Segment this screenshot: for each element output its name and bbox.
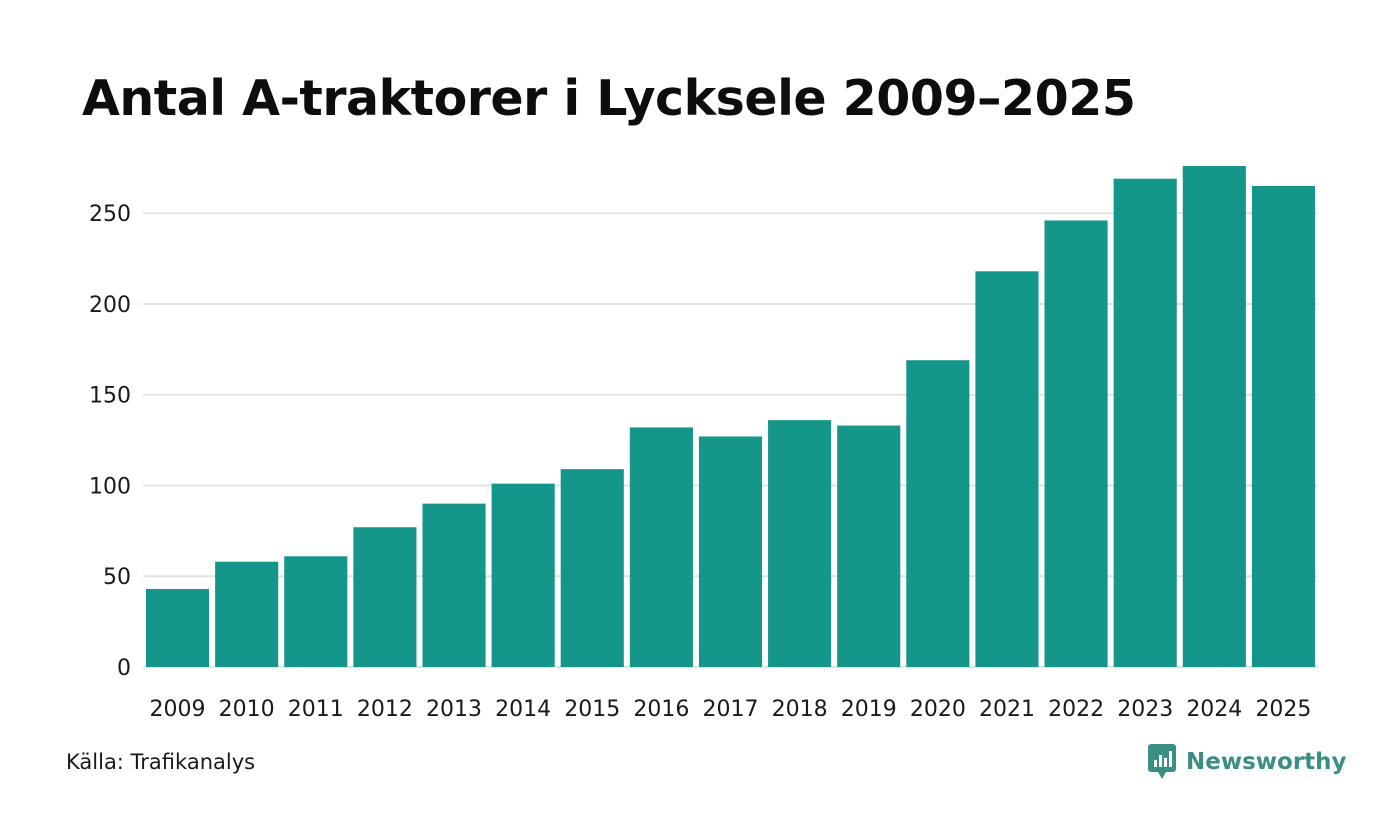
bar-2020	[906, 360, 970, 667]
x-tick-label: 2009	[150, 697, 206, 722]
x-tick-label: 2015	[564, 697, 620, 722]
bar-2015	[560, 469, 624, 667]
x-tick-label: 2019	[841, 697, 897, 722]
x-tick-label: 2025	[1255, 697, 1311, 722]
x-tick-label: 2013	[426, 697, 482, 722]
bar-2024	[1182, 166, 1246, 667]
brand-logo: Newsworthy	[1148, 744, 1347, 780]
bar-2009	[146, 588, 210, 667]
bar-2010	[215, 561, 279, 667]
bar-2025	[1251, 185, 1315, 667]
y-tick-label: 50	[103, 565, 131, 590]
x-tick-label: 2020	[910, 697, 966, 722]
y-tick-label: 100	[89, 474, 131, 499]
x-tick-label: 2017	[703, 697, 759, 722]
x-tick-label: 2018	[772, 697, 828, 722]
x-axis-ticks: 2009 2010 2011 2012 2013 2014 2015 2016 2017 2018…	[150, 697, 1312, 722]
x-tick-label: 2010	[219, 697, 275, 722]
x-tick-label: 2014	[495, 697, 551, 722]
y-tick-label: 150	[89, 384, 131, 409]
bar-2022	[1044, 220, 1108, 667]
chart-title: Antal A-traktorer i Lycksele 2009–2025	[82, 70, 1136, 127]
y-axis-ticks: 0 50 100 150 200 250	[89, 202, 131, 681]
bar-2023	[1113, 178, 1177, 667]
x-tick-label: 2011	[288, 697, 344, 722]
x-tick-label: 2022	[1048, 697, 1104, 722]
bar-2013	[422, 503, 486, 667]
x-tick-label: 2012	[357, 697, 413, 722]
newsworthy-logo-icon	[1148, 744, 1176, 779]
bar-2019	[837, 425, 901, 667]
x-tick-label: 2024	[1186, 697, 1242, 722]
x-tick-label: 2016	[633, 697, 689, 722]
bar-2014	[491, 483, 555, 667]
bar-2018	[768, 420, 832, 667]
bar-2016	[629, 427, 693, 667]
bar-2011	[284, 556, 348, 667]
y-tick-label: 250	[89, 202, 131, 227]
y-tick-label: 0	[117, 656, 131, 681]
bar-2012	[353, 527, 417, 667]
bar-2021	[975, 271, 1039, 667]
bar-2017	[698, 436, 763, 667]
x-tick-label: 2021	[979, 697, 1035, 722]
brand-name: Newsworthy	[1186, 749, 1347, 775]
x-tick-label: 2023	[1117, 697, 1173, 722]
y-tick-label: 200	[89, 293, 131, 318]
source-note: Källa: Trafikanalys	[66, 750, 256, 774]
bars	[146, 166, 1315, 667]
